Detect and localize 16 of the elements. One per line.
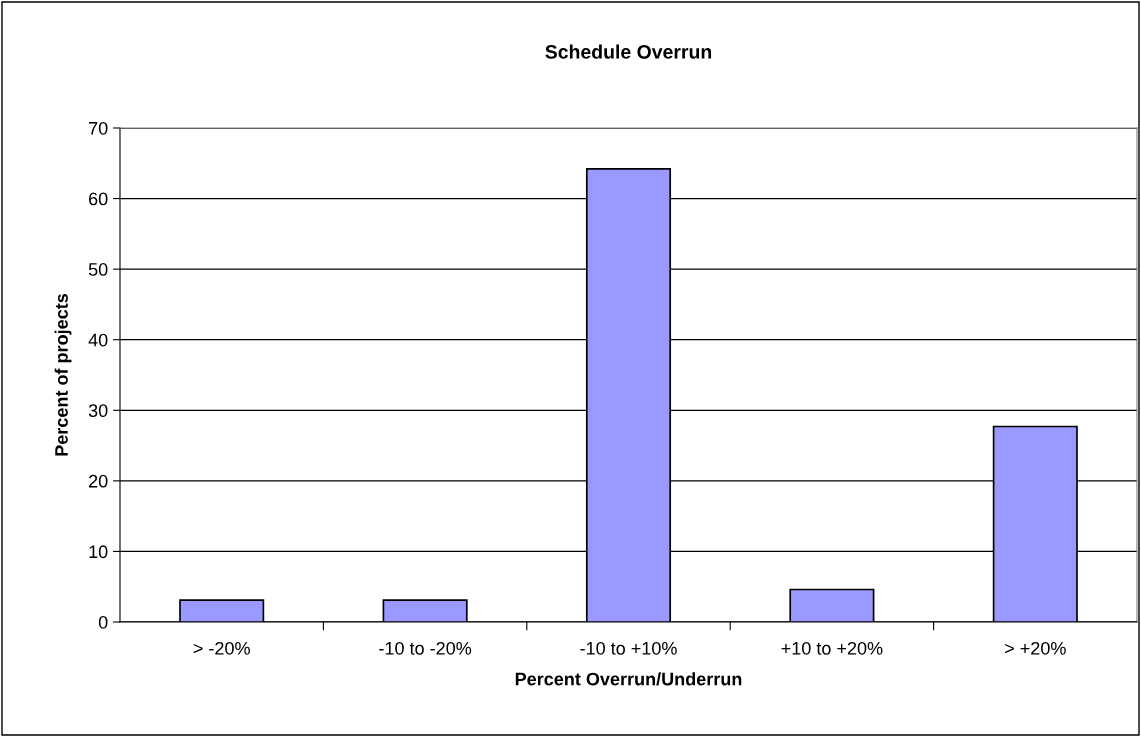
- y-tick-label: 10: [89, 545, 108, 559]
- y-tick-label: 60: [89, 192, 108, 206]
- x-tick-label: +10 to +20%: [781, 641, 883, 655]
- x-tick-label: > -20%: [193, 641, 250, 655]
- y-tick-label: 70: [89, 121, 108, 135]
- x-tick-label: > +20%: [1005, 641, 1066, 655]
- y-tick-label: 20: [89, 474, 108, 488]
- y-axis-title: Percent of projects: [54, 293, 72, 456]
- y-tick-label: 40: [88, 333, 108, 347]
- x-tick-label: -10 to +10%: [580, 641, 677, 655]
- y-tick-label: 50: [88, 263, 108, 276]
- x-axis-title: Percent Overrun/Underrun: [515, 672, 742, 686]
- y-tick-label: 30: [88, 404, 108, 418]
- y-tick-label: 0: [98, 615, 108, 629]
- chart-title: Schedule Overrun: [545, 44, 712, 59]
- x-tick-label: -10 to -20%: [379, 641, 472, 655]
